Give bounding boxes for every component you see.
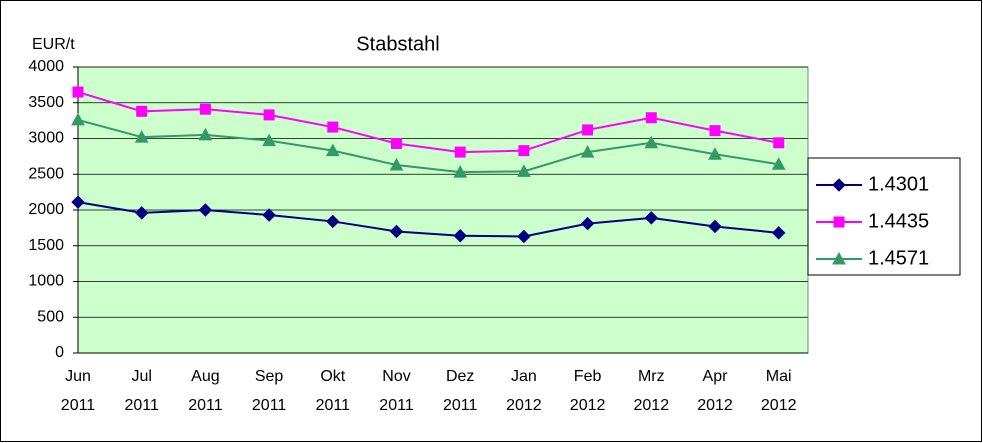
x-tick-label: Apr 2012	[697, 368, 733, 414]
x-tick-label-line: Apr	[703, 368, 729, 385]
series-line	[77, 118, 779, 174]
y-tick-label: 0	[55, 344, 64, 361]
x-tick-label-line: Jul	[131, 368, 151, 385]
y-tick-label: 3500	[28, 94, 64, 111]
y-tick-label: 1000	[28, 273, 64, 290]
marker	[580, 216, 595, 231]
series-line	[77, 201, 779, 238]
marker	[325, 143, 340, 157]
marker	[580, 145, 595, 158]
y-tick-label: 2500	[28, 165, 64, 182]
marker	[389, 224, 404, 239]
marker	[72, 86, 84, 98]
marker	[134, 130, 149, 143]
y-tick-label: 500	[37, 308, 64, 325]
x-tick-label-line: Dez	[446, 368, 474, 385]
x-tick-label-line: Jun	[65, 368, 91, 385]
marker	[71, 112, 85, 126]
x-tick-label-line: Mrz	[638, 368, 665, 385]
x-tick-label-line: 2012	[761, 397, 797, 414]
marker	[582, 124, 594, 136]
x-tick-label-line: Mai	[766, 368, 792, 385]
x-tick-label-line: 2011	[61, 397, 96, 414]
x-tick-label: Nov 2011	[379, 368, 414, 414]
x-tick-label-line: Okt	[320, 368, 345, 385]
x-tick-label-line: 2011	[188, 397, 223, 414]
chart-title: Stabstahl	[356, 33, 439, 55]
marker	[453, 229, 467, 243]
y-tick-label: 1500	[28, 237, 64, 254]
marker	[327, 121, 339, 133]
legend-label: 1.4571	[868, 247, 929, 269]
marker	[263, 109, 275, 121]
x-tick-label-line: Sep	[255, 368, 284, 385]
x-tick-label: Jun 2011	[61, 368, 96, 414]
x-tick-label-line: Aug	[191, 368, 219, 385]
x-tick-label-line: 2011	[316, 397, 351, 414]
marker	[644, 135, 659, 149]
marker	[262, 208, 276, 222]
legend-label: 1.4301	[868, 173, 929, 195]
legend-label: 1.4435	[868, 210, 929, 232]
marker	[198, 203, 213, 217]
x-tick-label-line: 2012	[634, 397, 670, 414]
x-tick-label-line: 2011	[124, 397, 159, 414]
x-tick-label-line: 2011	[443, 397, 478, 414]
marker	[644, 211, 659, 225]
marker	[453, 165, 468, 178]
x-tick-label: Jan 2012	[506, 368, 542, 414]
marker	[708, 219, 722, 234]
x-tick-label-line: 2012	[506, 397, 542, 414]
x-tick-label-line: 2012	[697, 397, 733, 414]
marker	[833, 216, 845, 228]
x-tick-label: Mrz 2012	[634, 368, 670, 414]
marker	[832, 251, 846, 265]
x-tick-label: Mai 2012	[761, 368, 797, 414]
marker	[773, 137, 785, 149]
y-axis-label: EUR/t	[32, 36, 75, 53]
x-tick-label: Sep 2011	[252, 368, 287, 414]
marker	[645, 112, 657, 124]
x-tick-label-line: Nov	[382, 368, 410, 385]
x-tick-label-line: 2011	[379, 397, 414, 414]
marker	[326, 214, 340, 229]
marker	[389, 157, 404, 171]
x-tick-label-line: Jan	[511, 368, 537, 385]
marker	[199, 103, 211, 115]
marker	[198, 127, 213, 141]
series-line	[77, 91, 779, 154]
marker	[771, 226, 786, 240]
marker	[517, 229, 531, 244]
x-tick-label: Okt 2011	[316, 368, 351, 414]
legend-box	[807, 157, 961, 276]
y-tick-label: 4000	[28, 58, 64, 75]
marker	[832, 178, 846, 192]
x-tick-label: Jul 2011	[124, 368, 159, 414]
marker	[517, 164, 531, 177]
marker	[708, 147, 722, 160]
marker	[454, 146, 466, 158]
marker	[709, 125, 721, 137]
marker	[518, 145, 530, 157]
marker	[262, 133, 276, 147]
x-tick-label: Aug 2011	[188, 368, 223, 414]
y-tick-label: 2000	[28, 201, 64, 218]
x-tick-label-line: Feb	[574, 368, 602, 385]
marker	[71, 195, 85, 209]
x-tick-label: Feb 2012	[570, 368, 606, 414]
marker	[136, 105, 148, 117]
x-tick-label: Dez 2011	[443, 368, 478, 414]
marker	[391, 138, 402, 150]
x-tick-label-line: 2011	[252, 397, 287, 414]
marker	[134, 206, 149, 220]
y-tick-label: 3000	[28, 130, 64, 147]
marker	[771, 157, 786, 170]
x-tick-label-line: 2012	[570, 397, 606, 414]
